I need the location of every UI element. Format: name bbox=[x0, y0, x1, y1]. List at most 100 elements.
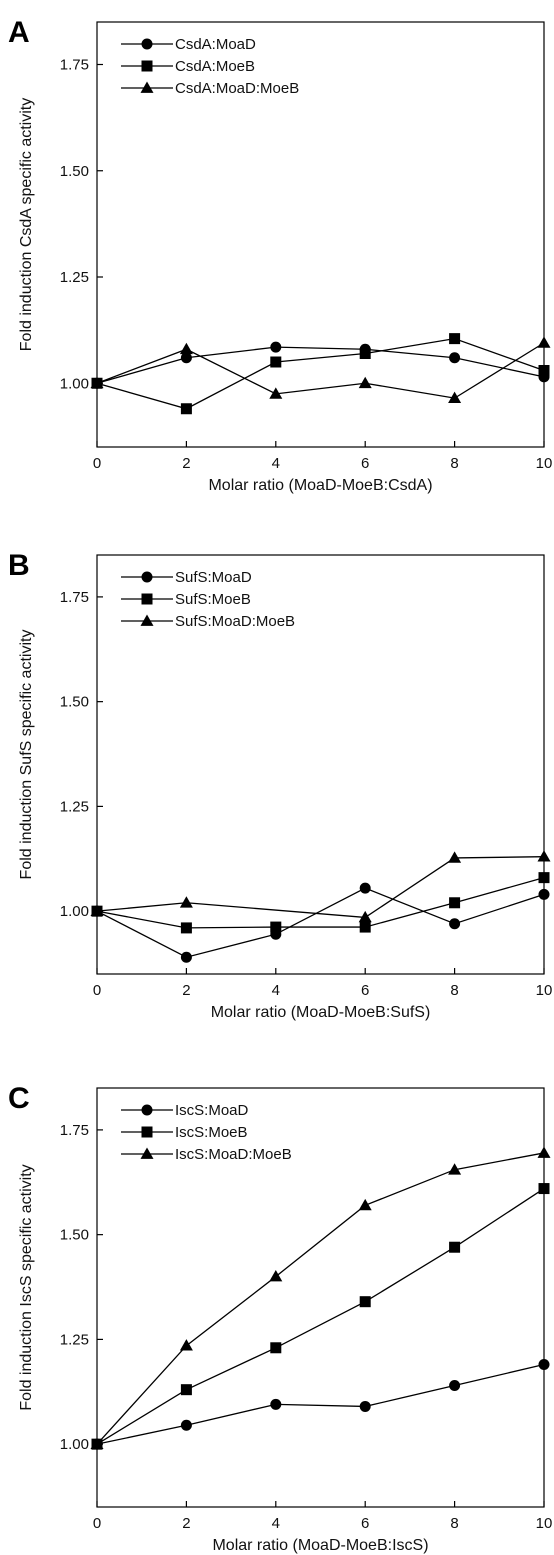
data-point-square bbox=[270, 1342, 282, 1354]
panel-b: B 1.00 1.25 1.50 1.75 0 2 4 6 8 10 Molar ratio (Moa… bbox=[8, 549, 552, 1021]
x-axis-title: Molar ratio (MoaD-MoeB:SufS) bbox=[211, 1004, 431, 1021]
series-line-2 bbox=[96, 877, 545, 929]
legend-marker-triangle bbox=[140, 614, 154, 626]
x-tick-label: 2 bbox=[182, 982, 190, 999]
legend-label: SufS:MoaD:MoeB bbox=[175, 613, 295, 630]
data-point-circle bbox=[359, 1400, 371, 1412]
y-tick-label: 1.75 bbox=[60, 1122, 89, 1139]
x-tick-label: 2 bbox=[182, 1515, 190, 1532]
data-point-circle bbox=[359, 882, 371, 894]
data-point-triangle bbox=[537, 336, 551, 348]
data-point-triangle bbox=[448, 391, 462, 403]
y-axis-title: Fold induction SufS specific activity bbox=[18, 630, 35, 880]
data-point-circle bbox=[180, 951, 192, 963]
data-point-triangle bbox=[269, 1270, 283, 1282]
panel-a: A 1.00 1.25 1.50 1.75 0 2 4 6 8 10 Molar ratio (Moa… bbox=[8, 16, 552, 494]
data-point-circle bbox=[270, 341, 282, 353]
data-point-circle bbox=[538, 1359, 550, 1371]
data-point-square bbox=[270, 921, 282, 933]
legend-marker-triangle bbox=[140, 81, 154, 93]
x-tick-label: 10 bbox=[536, 455, 553, 472]
data-point-triangle bbox=[358, 1198, 372, 1211]
data-point-circle bbox=[538, 888, 550, 900]
x-tick-label: 0 bbox=[93, 1515, 101, 1532]
data-point-square bbox=[359, 921, 371, 933]
data-point-triangle bbox=[448, 851, 462, 863]
x-tick-label: 0 bbox=[93, 982, 101, 999]
data-point-circle bbox=[449, 352, 461, 364]
series-line-1 bbox=[96, 1363, 545, 1445]
y-tick-label: 1.75 bbox=[60, 57, 89, 74]
legend-label: IscS:MoeB bbox=[175, 1124, 248, 1141]
panel-c: C 1.00 1.25 1.50 1.75 0 2 4 6 8 10 Molar ratio (Moa… bbox=[8, 1082, 552, 1554]
y-tick-label: 1.50 bbox=[60, 163, 89, 180]
data-point-square bbox=[180, 922, 192, 934]
plot-frame bbox=[96, 554, 545, 975]
data-point-triangle bbox=[537, 850, 551, 862]
data-point-triangle bbox=[90, 904, 104, 917]
legend-label: SufS:MoeB bbox=[175, 591, 251, 608]
y-tick-label: 1.25 bbox=[60, 1331, 89, 1348]
data-point-square bbox=[449, 1241, 461, 1253]
x-tick-label: 4 bbox=[272, 1515, 280, 1532]
series-line-3 bbox=[96, 856, 545, 919]
data-point-square bbox=[538, 872, 550, 884]
legend-marker-square bbox=[141, 60, 153, 72]
legend-marker-square bbox=[141, 1126, 153, 1138]
data-point-circle bbox=[180, 1419, 192, 1431]
x-axis-title: Molar ratio (MoaD-MoeB:CsdA) bbox=[208, 477, 432, 494]
panel-letter: A bbox=[8, 16, 30, 49]
data-point-square bbox=[449, 333, 461, 345]
series-line-3 bbox=[96, 342, 545, 399]
data-point-triangle bbox=[358, 910, 372, 923]
x-tick-label: 4 bbox=[272, 982, 280, 999]
data-point-triangle bbox=[358, 376, 372, 389]
data-point-circle bbox=[270, 1398, 282, 1410]
y-axis-title: Fold induction CsdA specific activity bbox=[18, 98, 35, 351]
data-point-square bbox=[359, 348, 371, 359]
legend-label: SufS:MoaD bbox=[175, 569, 252, 586]
x-tick-label: 8 bbox=[450, 982, 458, 999]
y-tick-label: 1.00 bbox=[60, 1436, 89, 1453]
data-point-circle bbox=[449, 918, 461, 930]
data-point-square bbox=[538, 365, 550, 376]
data-point-square bbox=[180, 403, 192, 415]
data-point-triangle bbox=[179, 896, 193, 908]
legend-marker-triangle bbox=[140, 1147, 154, 1159]
data-point-circle bbox=[449, 1379, 461, 1391]
legend-marker-circle bbox=[141, 38, 153, 50]
y-tick-label: 1.75 bbox=[60, 589, 89, 606]
x-tick-label: 6 bbox=[361, 455, 369, 472]
x-tick-label: 6 bbox=[361, 982, 369, 999]
x-tick-label: 0 bbox=[93, 455, 101, 472]
legend-marker-circle bbox=[141, 1104, 153, 1116]
series-line-1 bbox=[96, 346, 545, 384]
y-tick-label: 1.50 bbox=[60, 694, 89, 711]
x-tick-label: 10 bbox=[536, 1515, 553, 1532]
data-point-circle bbox=[180, 352, 192, 364]
x-axis-title: Molar ratio (MoaD-MoeB:IscS) bbox=[212, 1537, 428, 1554]
data-point-square bbox=[270, 356, 282, 368]
data-point-triangle bbox=[179, 342, 193, 355]
x-tick-label: 10 bbox=[536, 982, 553, 999]
y-axis-title: Fold induction IscS specific activity bbox=[18, 1164, 35, 1410]
y-tick-label: 1.50 bbox=[60, 1227, 89, 1244]
panel-letter: B bbox=[8, 549, 30, 582]
x-tick-label: 8 bbox=[450, 1515, 458, 1532]
legend-label: CsdA:MoaD:MoeB bbox=[175, 80, 299, 97]
legend-label: CsdA:MoeB bbox=[175, 58, 255, 75]
data-point-triangle bbox=[90, 1437, 104, 1450]
y-tick-label: 1.25 bbox=[60, 798, 89, 815]
data-point-triangle bbox=[179, 1339, 193, 1351]
data-point-square bbox=[180, 1384, 192, 1396]
data-point-triangle bbox=[537, 1146, 551, 1158]
legend-label: IscS:MoaD:MoeB bbox=[175, 1146, 292, 1163]
legend-label: IscS:MoaD bbox=[175, 1102, 249, 1119]
data-point-triangle bbox=[448, 1163, 462, 1175]
x-tick-label: 8 bbox=[450, 455, 458, 472]
y-tick-label: 1.00 bbox=[60, 375, 89, 392]
x-tick-label: 6 bbox=[361, 1515, 369, 1532]
series-line-1 bbox=[96, 887, 545, 958]
